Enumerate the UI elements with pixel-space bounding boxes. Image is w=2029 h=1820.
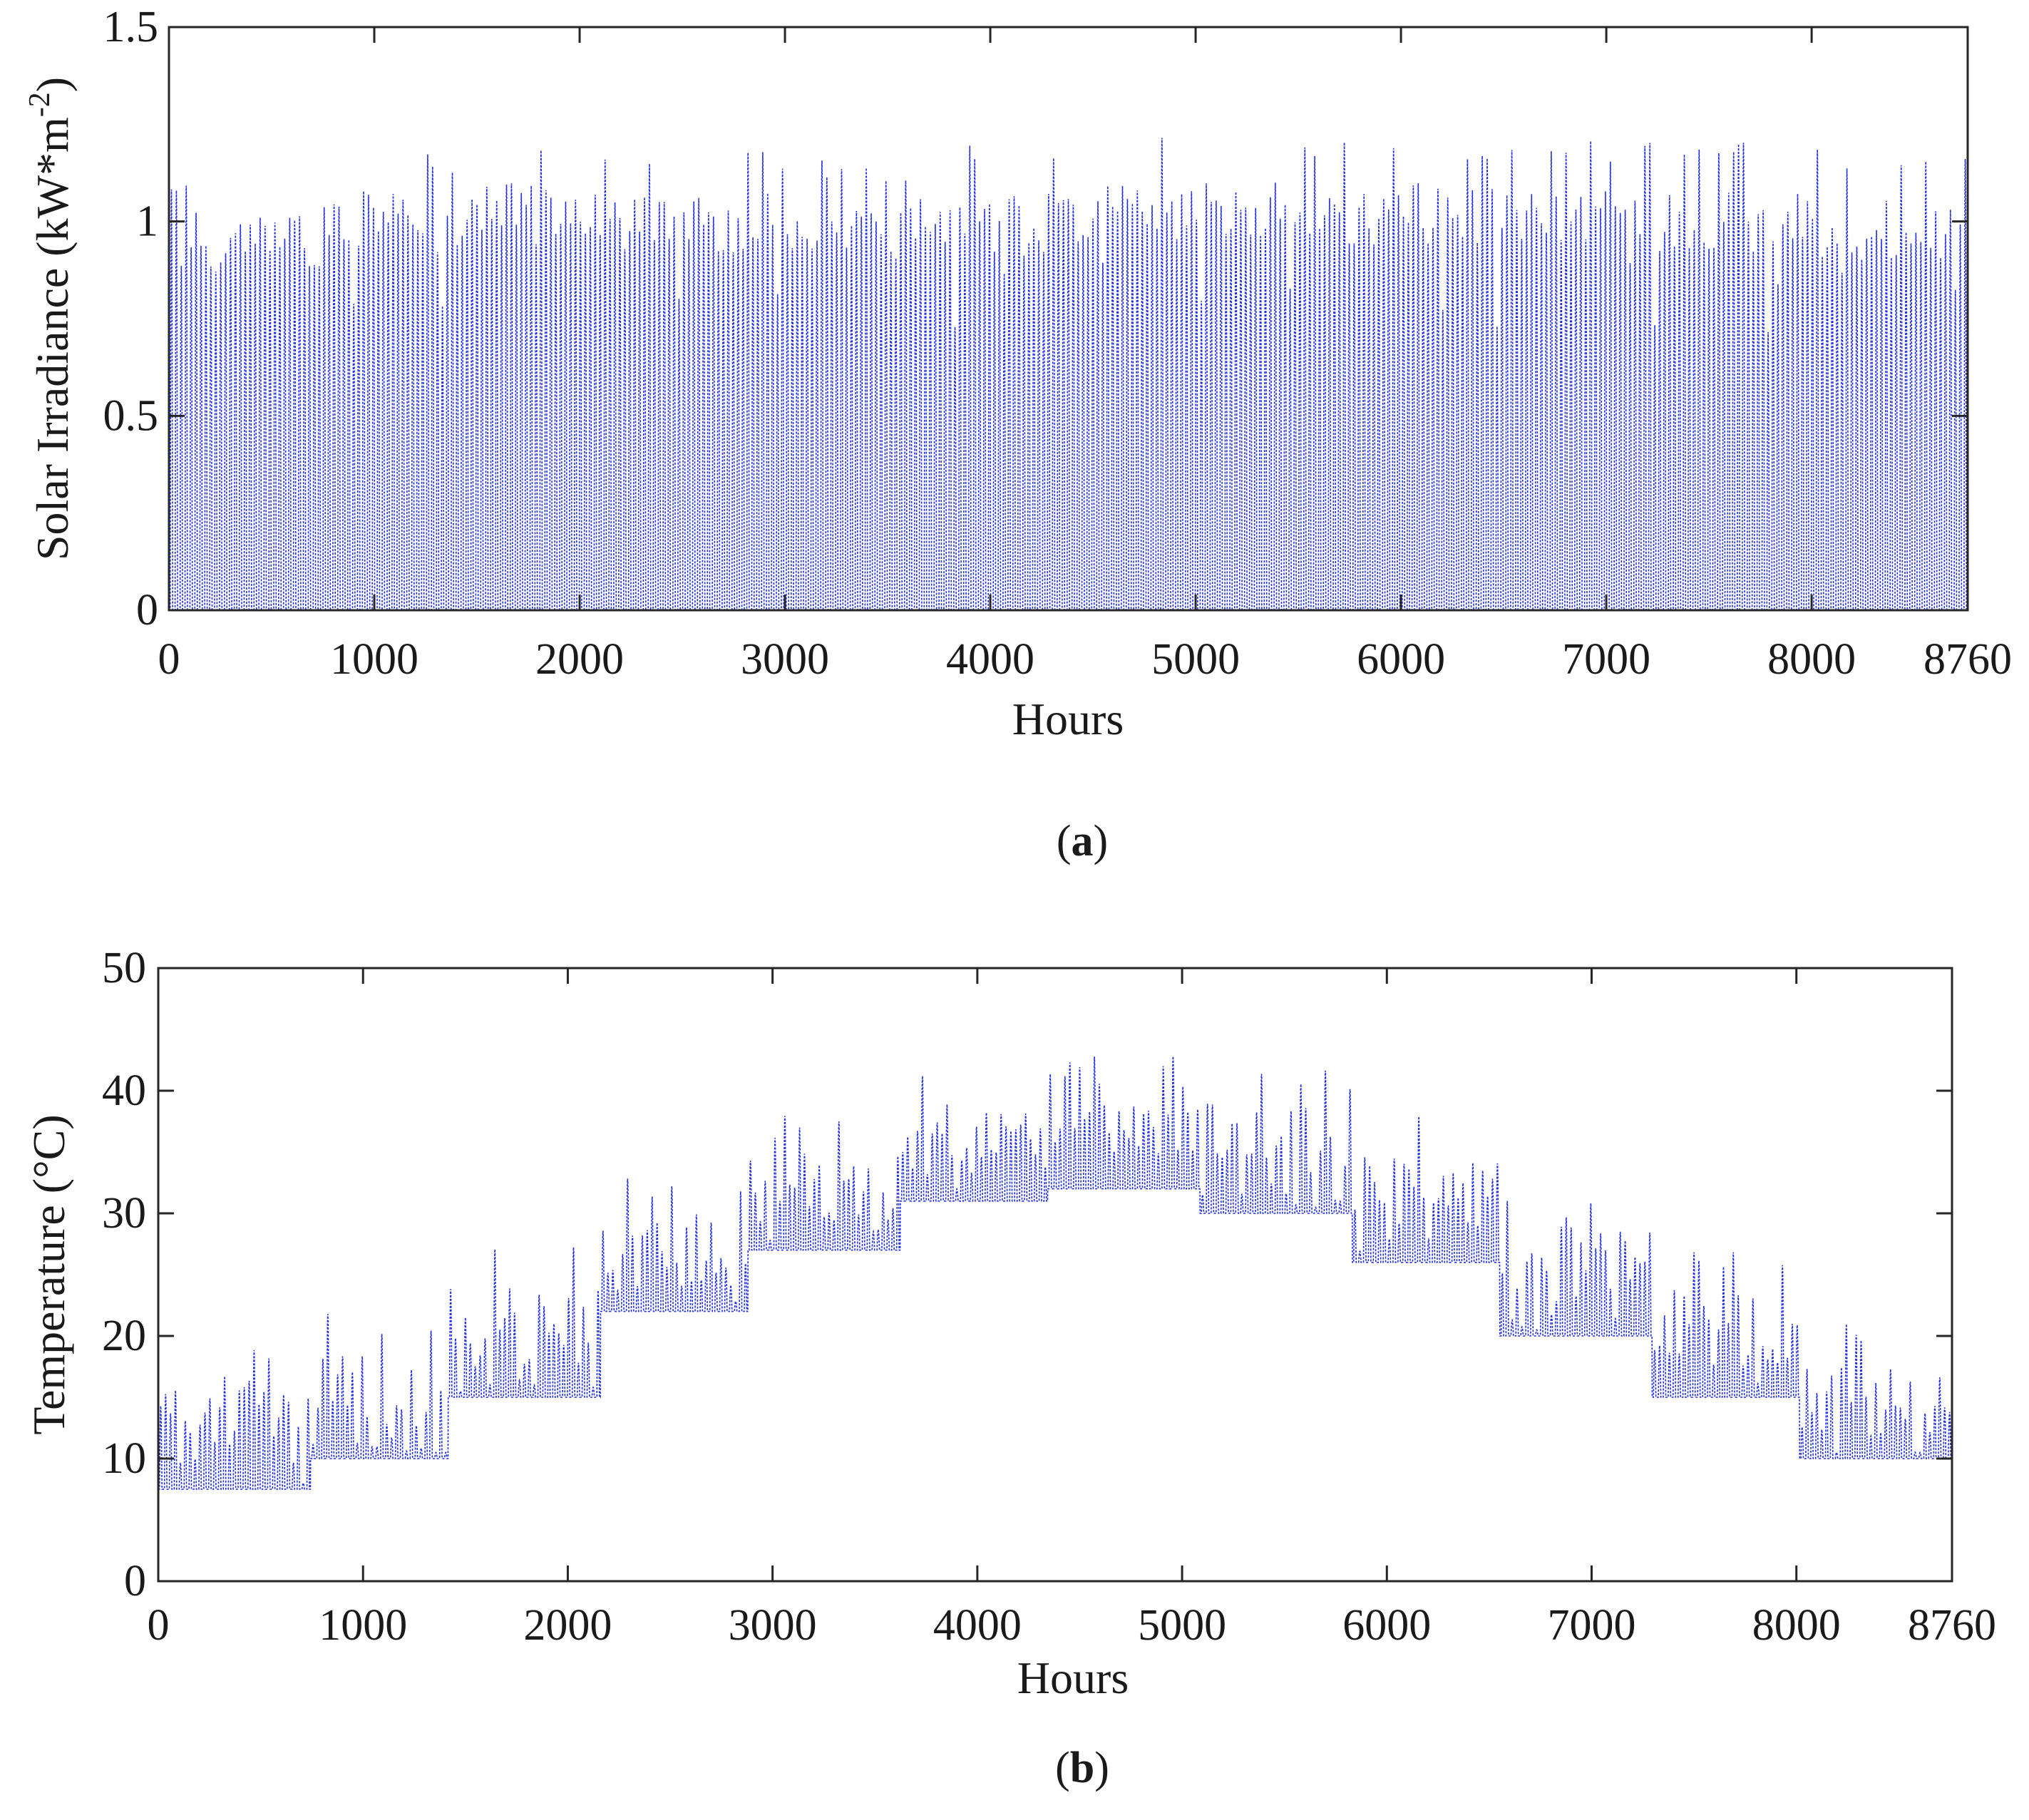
panel-a-x-tick-label: 3000: [741, 635, 829, 684]
panel-b-x-tick-label: 0: [148, 1601, 170, 1650]
panel-a-y-tick-label: 1.5: [103, 3, 159, 51]
panel-b-y-tick-label: 30: [102, 1189, 146, 1238]
panel-b-x-tick-label: 6000: [1342, 1601, 1431, 1650]
panel-a-x-tick-label: 1000: [330, 635, 418, 684]
panel-b-x-tick-label: 4000: [933, 1601, 1022, 1650]
panel-b-x-tick-label: 1000: [319, 1601, 407, 1650]
panel-b-x-tick-label: 2000: [523, 1601, 612, 1650]
panel-a-y-tick-label: 1: [136, 197, 158, 246]
panel-a-x-tick-label: 2000: [535, 635, 624, 684]
panel-b-x-tick-label: 8000: [1752, 1601, 1841, 1650]
panel-b-series-line: [158, 1056, 1952, 1490]
panel-a-y-tick-label: 0.5: [103, 391, 159, 440]
panel-a-x-tick-label: 7000: [1562, 635, 1650, 684]
panel-b-ticks: [157, 967, 1953, 1583]
panel-b-y-tick-label: 50: [102, 944, 146, 992]
panel-b-y-tick-label: 40: [102, 1066, 146, 1115]
panel-a-x-tick-label: 5000: [1151, 635, 1240, 684]
panel-a-y-tick-labels: 0 0.5 1 1.5: [103, 3, 159, 634]
panel-b-x-tick-label: 5000: [1138, 1601, 1226, 1650]
panel-a-y-axis-title-main: Solar Irradiance (kW*m: [27, 117, 78, 560]
panel-a-series-solar-irradiance: [169, 138, 1968, 611]
panel-a-caption-open: (: [1057, 817, 1072, 865]
panel-b-y-tick-label: 10: [102, 1434, 146, 1483]
panel-b-temperature: 0 1000 2000 3000 4000 5000 6000 7000 8000 8760 0 1…: [24, 944, 1996, 1792]
panel-a-caption-close: ): [1094, 817, 1109, 865]
panel-a-x-tick-label: 8000: [1767, 635, 1856, 684]
panel-b-y-tick-label: 20: [102, 1312, 146, 1360]
panel-a-y-axis-title-close: ): [27, 77, 78, 92]
panel-a-x-axis-title: Hours: [1012, 694, 1124, 744]
panel-b-x-tick-labels: 0 1000 2000 3000 4000 5000 6000 7000 8000 8760: [148, 1601, 1997, 1650]
panel-a-solar-irradiance: 0 1000 2000 3000 4000 5000 6000 7000 8000 8760 00…: [24, 3, 2012, 865]
panel-b-y-axis-title: Temperature (°C): [24, 1114, 74, 1434]
panel-b-x-tick-label: 7000: [1548, 1601, 1636, 1650]
panel-b-caption-open: (: [1055, 1744, 1070, 1792]
panel-a-x-tick-labels: 0 1000 2000 3000 4000 5000 6000 7000 8000 8760: [158, 635, 2013, 684]
panel-b-x-axis-title: Hours: [1017, 1652, 1129, 1703]
panel-b-y-tick-label: 0: [124, 1557, 146, 1605]
panel-a-x-tick-label: 8760: [1923, 635, 2012, 684]
panel-b-caption-letter: b: [1070, 1744, 1094, 1792]
panel-a-series-line: [169, 138, 1968, 611]
panel-b-plot-frame: [157, 967, 1953, 1583]
panel-b-x-tick-label: 8760: [1908, 1601, 1996, 1650]
panel-a-caption: (a): [1057, 817, 1108, 865]
panel-a-x-tick-label: 4000: [946, 635, 1034, 684]
panel-a-plot-frame: [168, 26, 1969, 612]
panel-b-caption-close: ): [1094, 1744, 1109, 1792]
panel-b-y-tick-labels: 0 10 20 30 40 50: [102, 944, 146, 1605]
panel-b-caption: (b): [1055, 1744, 1109, 1792]
panel-a-caption-letter: a: [1072, 817, 1094, 865]
panel-a-x-tick-label: 6000: [1357, 635, 1445, 684]
panel-a-y-axis-title-superscript: -2: [24, 92, 56, 117]
panel-b-series-temperature: [158, 1056, 1952, 1490]
panel-b-x-tick-label: 3000: [729, 1601, 817, 1650]
panel-a-ticks: [168, 26, 1969, 612]
panel-a-x-tick-label: 0: [158, 635, 180, 684]
panel-a-y-tick-label: 0: [136, 586, 158, 634]
panel-a-y-axis-title: Solar Irradiance (kW*m-2): [24, 77, 78, 560]
